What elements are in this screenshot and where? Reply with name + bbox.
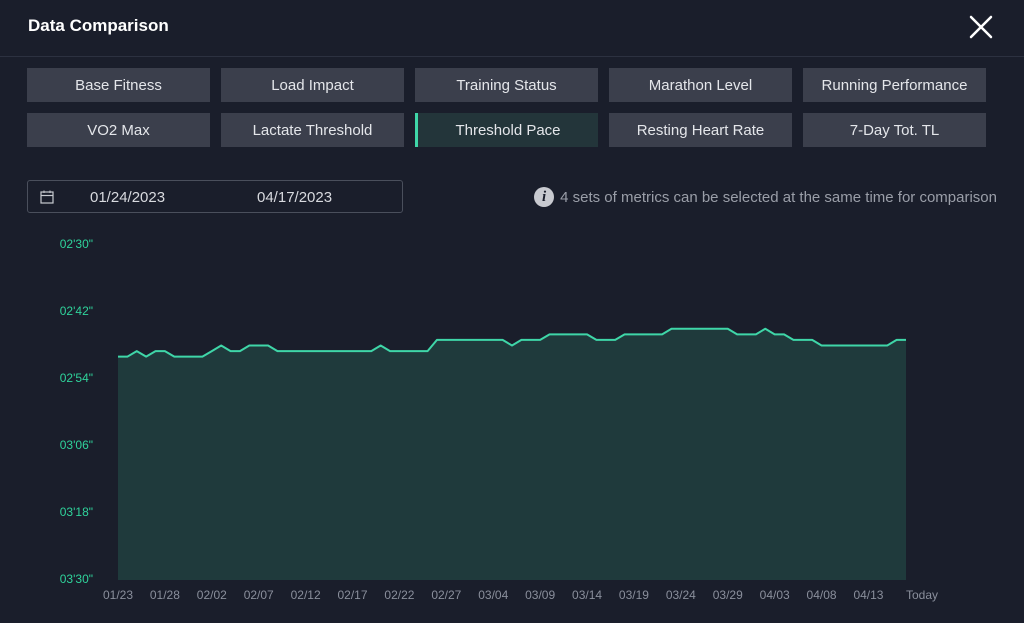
close-button[interactable]: [966, 12, 996, 42]
metric-tab[interactable]: VO2 Max: [27, 113, 210, 147]
y-tick-label: 02'54": [60, 371, 93, 385]
y-tick-label: 03'30": [60, 572, 93, 586]
metric-tab[interactable]: Resting Heart Rate: [609, 113, 792, 147]
x-tick-label: 04/03: [760, 588, 790, 602]
x-tick-label: 02/12: [291, 588, 321, 602]
x-tick-label: 04/08: [807, 588, 837, 602]
x-tick-label: 03/19: [619, 588, 649, 602]
metric-tab[interactable]: Lactate Threshold: [221, 113, 404, 147]
metric-tabs: Base Fitness Load Impact Training Status Ma…: [27, 68, 997, 147]
x-tick-label: 02/07: [244, 588, 274, 602]
x-tick-label: 01/23: [103, 588, 133, 602]
x-tick-label: 03/24: [666, 588, 696, 602]
divider: [0, 56, 1024, 57]
x-tick-label: 02/17: [338, 588, 368, 602]
x-tick-label: 03/04: [478, 588, 508, 602]
x-tick-label: 02/02: [197, 588, 227, 602]
y-tick-label: 02'30": [60, 237, 93, 251]
info-icon: i: [534, 187, 555, 207]
area: [118, 328, 906, 580]
calendar-icon: [40, 190, 54, 204]
metric-tab[interactable]: Base Fitness: [27, 68, 210, 102]
metric-tab[interactable]: Marathon Level: [609, 68, 792, 102]
end-date: 04/17/2023: [257, 189, 333, 206]
close-icon: [969, 15, 993, 39]
x-tick-label: 04/13: [853, 588, 883, 602]
line: [118, 327, 906, 358]
y-tick-label: 03'18": [60, 505, 93, 519]
x-tick-label: 01/28: [150, 588, 180, 602]
metric-tab[interactable]: Threshold Pace: [415, 113, 598, 147]
start-date: 01/24/2023: [90, 189, 166, 206]
info-text: 4 sets of metrics can be selected at the…: [560, 188, 997, 206]
metric-tab[interactable]: Training Status: [415, 68, 598, 102]
x-tick-label: Today: [906, 588, 938, 602]
x-tick-label: 03/14: [572, 588, 602, 602]
x-tick-label: 03/09: [525, 588, 555, 602]
y-tick-label: 02'42": [60, 304, 93, 318]
metric-tab[interactable]: 7-Day Tot. TL: [803, 113, 986, 147]
x-tick-label: 02/22: [384, 588, 414, 602]
date-range[interactable]: 01/24/2023 04/17/2023: [27, 180, 403, 213]
x-tick-label: 02/27: [431, 588, 461, 602]
dialog-title: Data Comparison: [28, 16, 169, 35]
info-note: i 4 sets of metrics can be selected at th…: [534, 187, 997, 207]
metric-tab[interactable]: Load Impact: [221, 68, 404, 102]
metric-tab[interactable]: Running Performance: [803, 68, 986, 102]
y-tick-label: 03'06": [60, 438, 93, 452]
x-tick-label: 03/29: [713, 588, 743, 602]
